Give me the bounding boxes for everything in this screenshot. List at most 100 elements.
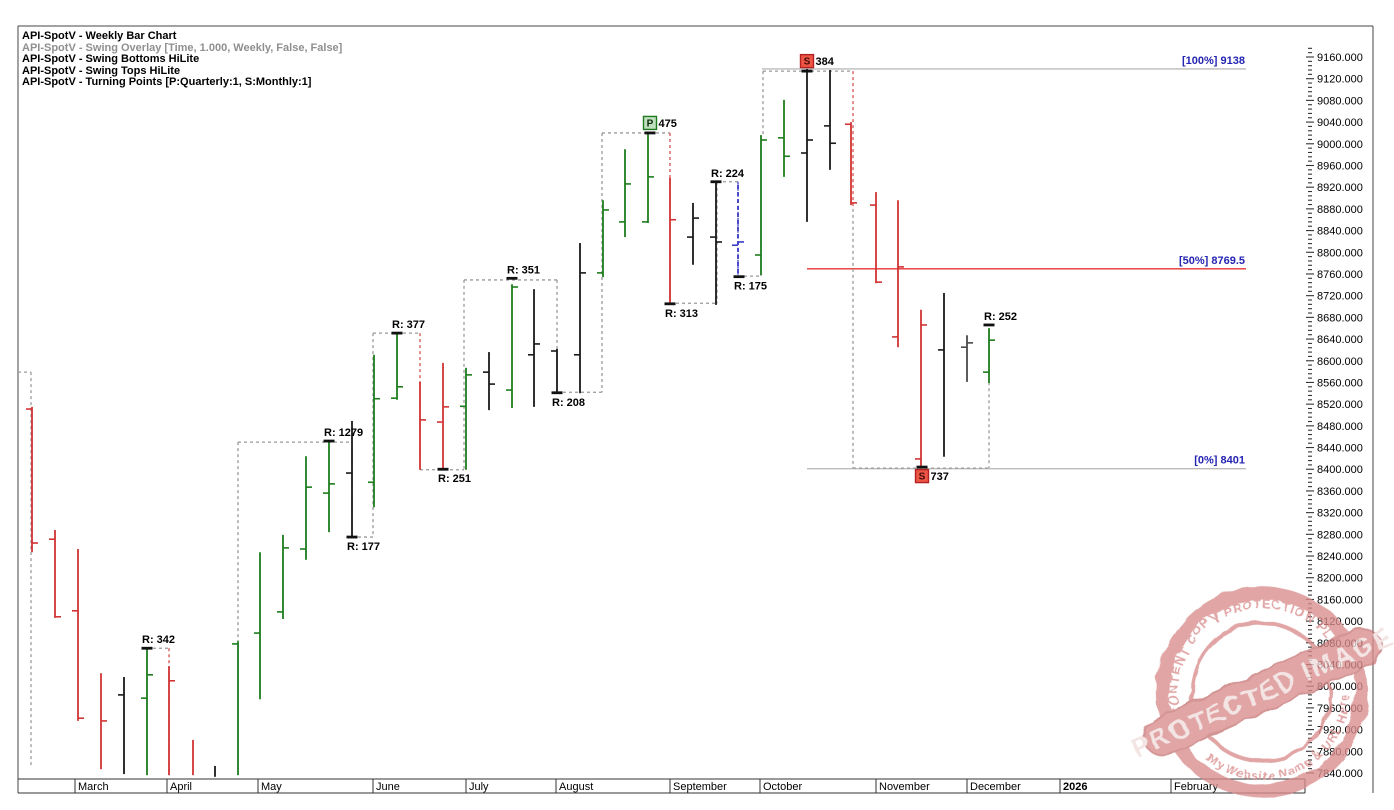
price-bar — [437, 362, 449, 469]
price-axis-label: 8440.000 — [1317, 443, 1363, 455]
price-axis-label: 8960.000 — [1317, 160, 1363, 172]
swing-cap — [710, 180, 722, 184]
price-bar — [845, 122, 857, 206]
chart-frame — [17, 25, 1374, 794]
fib-levels: [100%] 9138 [50%] 8769.5 [0%] 8401 — [762, 55, 1246, 470]
price-bar — [100, 673, 107, 770]
swing-marker: R: 224 — [710, 168, 745, 184]
turning-point-letter: S — [804, 57, 811, 68]
price-bar — [323, 441, 335, 533]
swing-marker: R: 252 — [983, 311, 1017, 327]
price-bar — [483, 352, 495, 411]
price-bar — [801, 68, 813, 222]
turning-point-value: 475 — [659, 118, 677, 130]
price-bar — [49, 529, 61, 618]
swing-cap — [644, 131, 656, 135]
price-bar — [419, 381, 426, 470]
month-axis: March April May June July August September Octo… — [74, 779, 1219, 793]
price-axis-label: 8400.000 — [1317, 464, 1363, 476]
swing-range-label: R: 175 — [734, 281, 767, 293]
price-bar — [26, 406, 38, 553]
price-bar — [277, 534, 289, 619]
price-bar — [778, 99, 790, 177]
swing-marker: R: 313 — [664, 302, 698, 320]
month-label: May — [261, 781, 282, 793]
price-bar — [961, 335, 973, 382]
price-bar — [460, 367, 472, 470]
swing-cap — [346, 535, 358, 539]
price-axis-label: 8200.000 — [1317, 573, 1363, 585]
price-bar — [755, 135, 767, 276]
price-bar — [710, 182, 722, 305]
month-label: July — [469, 781, 489, 793]
price-axis-label: 8280.000 — [1317, 529, 1363, 541]
price-bar — [687, 202, 699, 265]
price-axis-label: 8240.000 — [1317, 551, 1363, 563]
month-label: June — [376, 781, 400, 793]
price-axis-label: 8160.000 — [1317, 594, 1363, 606]
price-axis-label: 9080.000 — [1317, 95, 1363, 107]
swing-range-label: R: 224 — [711, 168, 745, 180]
price-bar — [892, 200, 904, 348]
swing-range-label: R: 252 — [984, 311, 1017, 323]
month-label: August — [559, 781, 593, 793]
price-bar — [915, 309, 927, 468]
swing-marker: S 384 — [799, 53, 835, 73]
turning-point-letter: P — [647, 118, 654, 129]
swing-marker: R: 377 — [391, 319, 425, 335]
price-axis-label: 8840.000 — [1317, 226, 1363, 238]
month-label: March — [78, 781, 109, 793]
swing-marker: R: 351 — [506, 264, 540, 280]
price-bar — [642, 132, 654, 223]
swing-range-label: R: 251 — [438, 473, 471, 485]
month-label: December — [970, 781, 1021, 793]
price-axis-label: 8600.000 — [1317, 356, 1363, 368]
fib-label: [0%] 8401 — [1194, 455, 1245, 467]
swing-cap — [506, 276, 518, 280]
price-axis-label: 8800.000 — [1317, 247, 1363, 259]
price-bar — [300, 456, 312, 560]
swing-cap — [391, 331, 403, 335]
swing-marker: R: 251 — [437, 467, 471, 485]
swing-range-label: R: 351 — [507, 264, 540, 276]
plot-area: [100%] 9138 [50%] 8769.5 [0%] 8401 — [19, 55, 1246, 777]
swing-cap — [323, 439, 335, 443]
legend-line-swing-overlay: API-SpotV - Swing Overlay [Time, 1.000, … — [22, 41, 343, 54]
price-bar — [938, 292, 945, 457]
price-axis-label: 8360.000 — [1317, 486, 1363, 498]
fib-label: [100%] 9138 — [1182, 55, 1245, 67]
price-bar — [232, 641, 239, 776]
swing-marker: S 737 — [914, 465, 949, 484]
price-axis-label: 8880.000 — [1317, 204, 1363, 216]
price-axis-label: 8320.000 — [1317, 508, 1363, 520]
price-axis-label: 8720.000 — [1317, 291, 1363, 303]
price-bar — [368, 354, 380, 508]
month-label: February — [1174, 781, 1219, 793]
month-label: April — [170, 781, 192, 793]
swing-marker: R: 208 — [551, 391, 585, 409]
price-bar — [551, 348, 558, 393]
swing-cap — [983, 323, 995, 327]
price-bar — [528, 289, 540, 407]
month-label: October — [763, 781, 802, 793]
fib-label: [50%] 8769.5 — [1179, 255, 1245, 267]
price-axis-label: 8640.000 — [1317, 334, 1363, 346]
price-bar — [141, 647, 153, 776]
turning-point-letter: S — [919, 472, 926, 483]
turning-point-box — [642, 115, 658, 131]
swing-marker: R: 175 — [733, 275, 767, 293]
swing-cap — [733, 275, 745, 279]
swing-range-label: R: 208 — [552, 397, 585, 409]
swing-marker: R: 342 — [141, 634, 175, 650]
price-axis-label: 9040.000 — [1317, 117, 1363, 129]
price-bar — [574, 243, 586, 394]
price-bar — [72, 548, 84, 721]
swing-cap — [916, 465, 928, 469]
price-bars — [26, 68, 995, 777]
price-axis-label: 8480.000 — [1317, 421, 1363, 433]
price-axis-label: 9000.000 — [1317, 139, 1363, 151]
price-axis-label: 8560.000 — [1317, 377, 1363, 389]
price-bar — [506, 284, 518, 408]
price-axis-label: 9120.000 — [1317, 74, 1363, 86]
